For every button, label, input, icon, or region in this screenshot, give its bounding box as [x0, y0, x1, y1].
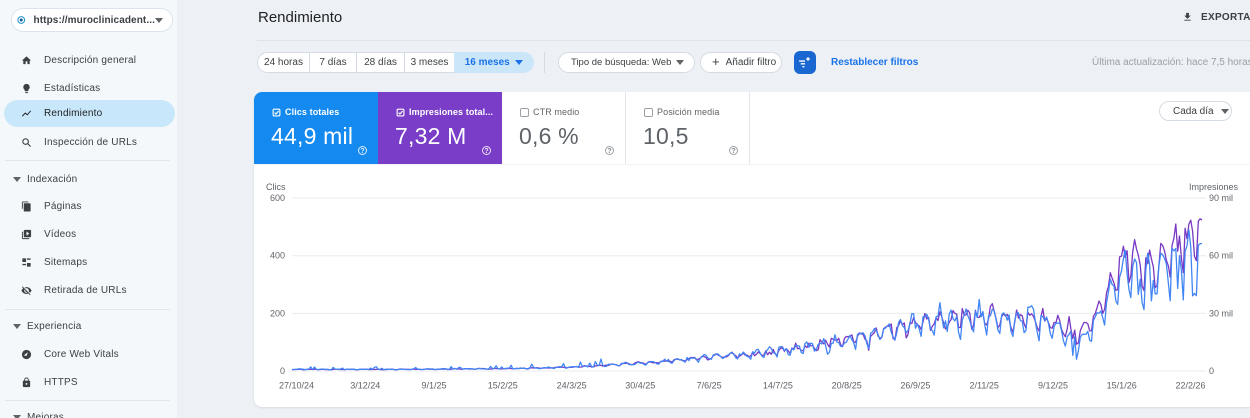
- svg-text:400: 400: [270, 251, 285, 261]
- svg-text:2/11/25: 2/11/25: [970, 381, 999, 391]
- svg-text:0: 0: [280, 366, 285, 376]
- svg-text:0: 0: [1209, 366, 1214, 376]
- svg-text:15/2/25: 15/2/25: [488, 381, 518, 391]
- svg-text:9/1/25: 9/1/25: [421, 381, 446, 391]
- svg-text:600: 600: [270, 193, 285, 203]
- svg-text:3/12/24: 3/12/24: [350, 381, 380, 391]
- svg-text:24/3/25: 24/3/25: [557, 381, 587, 391]
- svg-text:9/12/25: 9/12/25: [1038, 381, 1068, 391]
- svg-text:14/7/25: 14/7/25: [763, 381, 793, 391]
- svg-text:26/9/25: 26/9/25: [900, 381, 930, 391]
- svg-text:15/1/26: 15/1/26: [1107, 381, 1137, 391]
- svg-text:30/4/25: 30/4/25: [625, 381, 655, 391]
- svg-text:20/8/25: 20/8/25: [832, 381, 862, 391]
- svg-text:27/10/24: 27/10/24: [279, 381, 314, 391]
- svg-text:30 mil: 30 mil: [1209, 308, 1233, 318]
- svg-text:90 mil: 90 mil: [1209, 193, 1233, 203]
- svg-text:200: 200: [270, 308, 285, 318]
- svg-text:60 mil: 60 mil: [1209, 251, 1233, 261]
- svg-text:7/6/25: 7/6/25: [697, 381, 722, 391]
- svg-text:22/2/26: 22/2/26: [1175, 381, 1205, 391]
